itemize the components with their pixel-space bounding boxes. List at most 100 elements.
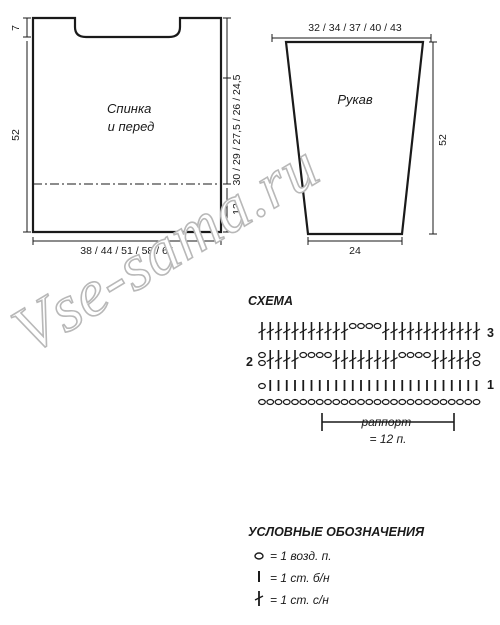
double-crochet-stitch (332, 322, 341, 340)
double-crochet-stitch (315, 322, 324, 340)
double-crochet-stitch (299, 322, 308, 340)
watermark: Vse-sama.ru (0, 129, 331, 368)
row-label-2: 2 (246, 355, 253, 369)
double-crochet-stitch (439, 322, 448, 340)
chain-stitch (423, 351, 431, 359)
side-height-label: 13 (231, 203, 243, 215)
double-crochet-stitch (348, 350, 357, 369)
body-label-line1: Спинка (107, 101, 151, 116)
double-crochet-stitch (357, 350, 365, 369)
chain-stitch (307, 398, 316, 406)
chain-stitch (406, 398, 415, 406)
chain-stitch (398, 351, 407, 359)
double-crochet-stitch (439, 350, 448, 369)
chain-stitch (340, 398, 349, 406)
chain-stitch (274, 398, 283, 406)
body-outline (31, 16, 223, 234)
double-crochet-stitch (414, 322, 423, 340)
double-crochet-stitch (266, 350, 275, 369)
row-label-1: 1 (487, 378, 494, 392)
double-crochet-stitch (282, 322, 291, 340)
double-crochet-stitch (472, 322, 481, 340)
double-crochet-stitch (274, 322, 283, 340)
chain-stitch (423, 398, 431, 406)
sleeve-outline (284, 40, 425, 236)
scheme-row-1 (258, 380, 478, 391)
repeat-label-line2: = 12 п. (370, 432, 407, 446)
chain-stitch (447, 398, 456, 406)
double-crochet-stitch (291, 350, 299, 369)
chain-stitch (414, 398, 423, 406)
legend-item-double-crochet: = 1 ст. с/н (270, 593, 329, 607)
chain-stitch (258, 359, 266, 367)
double-crochet-stitch (390, 350, 398, 369)
double-crochet-stitch (398, 322, 407, 340)
chain-stitch (315, 398, 324, 406)
double-crochet-stitch (332, 350, 341, 369)
chain-stitch (324, 398, 332, 406)
double-crochet-stitch (365, 350, 374, 369)
chain-stitch (365, 322, 374, 330)
double-crochet-stitch (456, 322, 464, 340)
chain-stitch (381, 398, 390, 406)
row-label-3: 3 (487, 326, 494, 340)
scheme-row-2 (258, 350, 481, 369)
scheme-row-3 (258, 322, 481, 340)
sleeve-top-width-label: 32 / 34 / 37 / 40 / 43 (308, 22, 402, 34)
double-crochet-stitch (291, 322, 299, 340)
double-crochet-stitch (456, 350, 464, 369)
chain-stitch (398, 398, 407, 406)
chain-stitch (258, 351, 266, 359)
chain-stitch (299, 398, 308, 406)
chain-stitch (258, 398, 266, 406)
double-crochet-stitch (447, 322, 456, 340)
sleeve-bottom-width-label: 24 (349, 245, 361, 257)
chain-stitch (307, 351, 316, 359)
chain-stitch (406, 351, 415, 359)
double-crochet-stitch (381, 350, 390, 369)
chain-stitch (373, 398, 382, 406)
chain-stitch (357, 398, 365, 406)
repeat-label: раппорт = 12 п. (360, 415, 414, 446)
chain-stitch (258, 382, 266, 390)
body-height-label: 52 (10, 129, 22, 141)
chain-stitch (472, 351, 481, 359)
double-crochet-stitch (447, 350, 456, 369)
chain-stitch (282, 398, 291, 406)
chain-stitch (431, 398, 440, 406)
chain-stitch (373, 322, 382, 330)
sleeve-panel: Рукав 32 / 34 / 37 / 40 / 43 52 24 (271, 22, 449, 257)
chain-stitch (357, 322, 365, 330)
double-crochet-stitch (406, 322, 415, 340)
legend-item-chain: = 1 возд. п. (270, 549, 332, 563)
chain-stitch (472, 359, 481, 367)
chain-stitch-icon (254, 552, 264, 560)
scheme-foundation-chain (258, 398, 481, 406)
chain-stitch (348, 398, 357, 406)
crochet-scheme: СХЕМА 3 2 1 раппорт = 12 п. (246, 294, 494, 446)
chain-stitch (332, 398, 341, 406)
chain-stitch (291, 398, 299, 406)
sleeve-height-label: 52 (437, 134, 449, 146)
double-crochet-icon (254, 591, 264, 606)
armhole-height-label: 30 / 29 / 27,5 / 26 / 24,5 (231, 74, 243, 185)
double-crochet-stitch (373, 350, 382, 369)
double-crochet-stitch (266, 322, 275, 340)
chain-stitch (456, 398, 464, 406)
double-crochet-stitch (340, 350, 349, 369)
scheme-title: СХЕМА (248, 294, 293, 308)
double-crochet-stitch (340, 322, 349, 340)
double-crochet-stitch (423, 322, 431, 340)
double-crochet-stitch (307, 322, 316, 340)
chain-stitch (472, 398, 481, 406)
body-label: Спинка и перед (107, 101, 155, 134)
double-crochet-stitch (324, 322, 332, 340)
chain-stitch (414, 351, 423, 359)
double-crochet-stitch (390, 322, 398, 340)
double-crochet-stitch (431, 350, 440, 369)
double-crochet-stitch (274, 350, 283, 369)
double-crochet-stitch (381, 322, 390, 340)
chain-stitch (348, 322, 357, 330)
body-width-label: 38 / 44 / 51 / 58 / 64 (80, 245, 174, 257)
double-crochet-stitch (258, 322, 266, 340)
